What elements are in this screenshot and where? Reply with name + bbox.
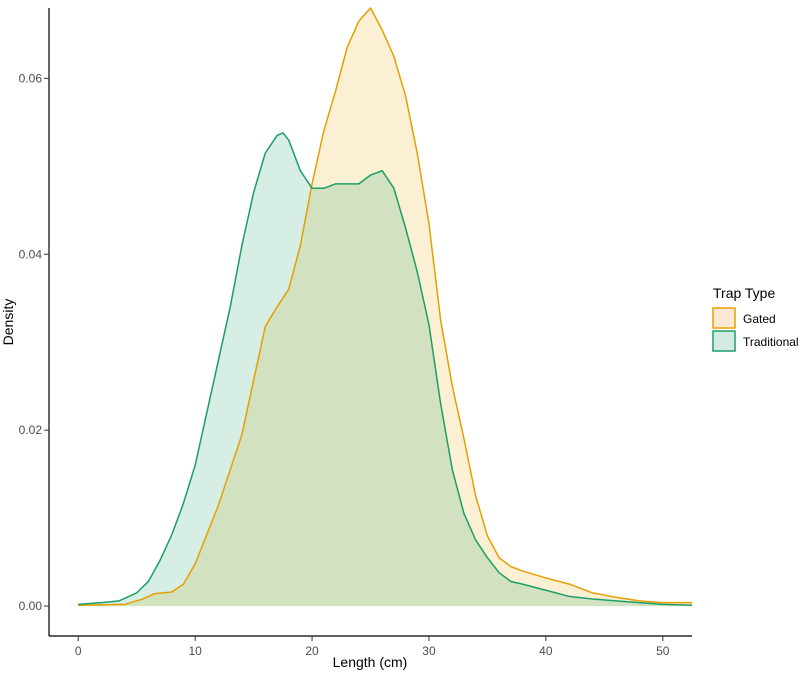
legend-label-traditional: Traditional [743,335,799,349]
x-tick-label: 40 [539,644,553,658]
legend-key-traditional [712,330,736,352]
density-line-gated [78,7,692,606]
x-tick-label: 0 [75,644,82,658]
legend-label-gated: Gated [743,312,776,326]
y-tick-label: 0.00 [19,599,43,613]
x-tick-label: 10 [188,644,202,658]
legend-title: Trap Type [713,285,775,301]
y-tick-label: 0.06 [19,71,43,85]
legend-key-gated [712,307,736,329]
series-layer [78,7,693,607]
y-axis-title: Density [0,299,16,346]
x-tick-label: 30 [422,644,436,658]
y-tick-label: 0.02 [19,423,43,437]
axes-layer [48,8,692,637]
density-line-traditional [78,132,693,606]
density-fill-gated [78,8,693,607]
legend: Trap Type Gated Traditional [712,285,799,352]
x-tick-label: 50 [656,644,670,658]
ticks-layer: 0 10 20 30 40 50 0.00 0.02 0.04 0.06 [19,71,670,658]
y-tick-label: 0.04 [19,247,43,261]
legend-items: Gated Traditional [712,307,799,352]
x-tick-label: 20 [305,644,319,658]
x-axis-title: Length (cm) [333,654,408,670]
density-fill-traditional [78,132,693,607]
